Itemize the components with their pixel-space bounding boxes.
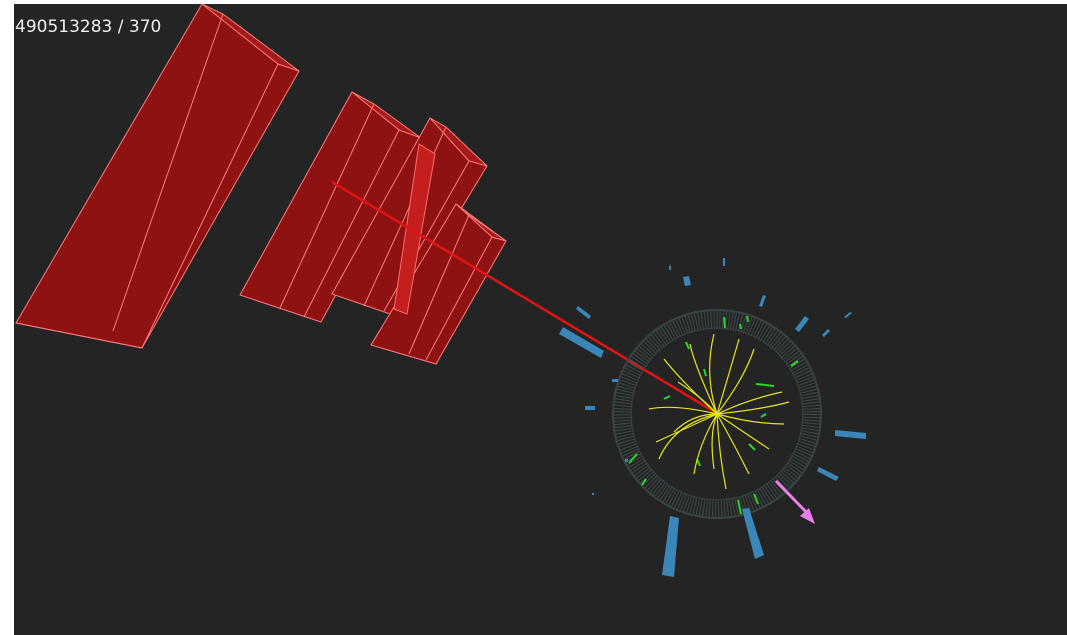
tracker-ring — [612, 309, 822, 519]
event-display-viewport[interactable]: 490513283 / 370 — [14, 4, 1067, 635]
muon-chamber-large — [15, 4, 300, 349]
muon-track — [331, 180, 719, 416]
muon-chamber-overlap — [393, 143, 436, 315]
muon-chambers — [15, 4, 507, 365]
event-label: 490513283 / 370 — [15, 17, 162, 37]
muon-chamber-front — [370, 203, 507, 365]
tracker-tracks — [648, 333, 790, 490]
missing-energy-arrow-icon — [774, 479, 815, 524]
calorimeter-towers — [559, 258, 866, 577]
muon-chamber-mid — [239, 91, 422, 323]
event-display-scene[interactable] — [14, 4, 1067, 635]
tracker-hits — [628, 315, 799, 515]
